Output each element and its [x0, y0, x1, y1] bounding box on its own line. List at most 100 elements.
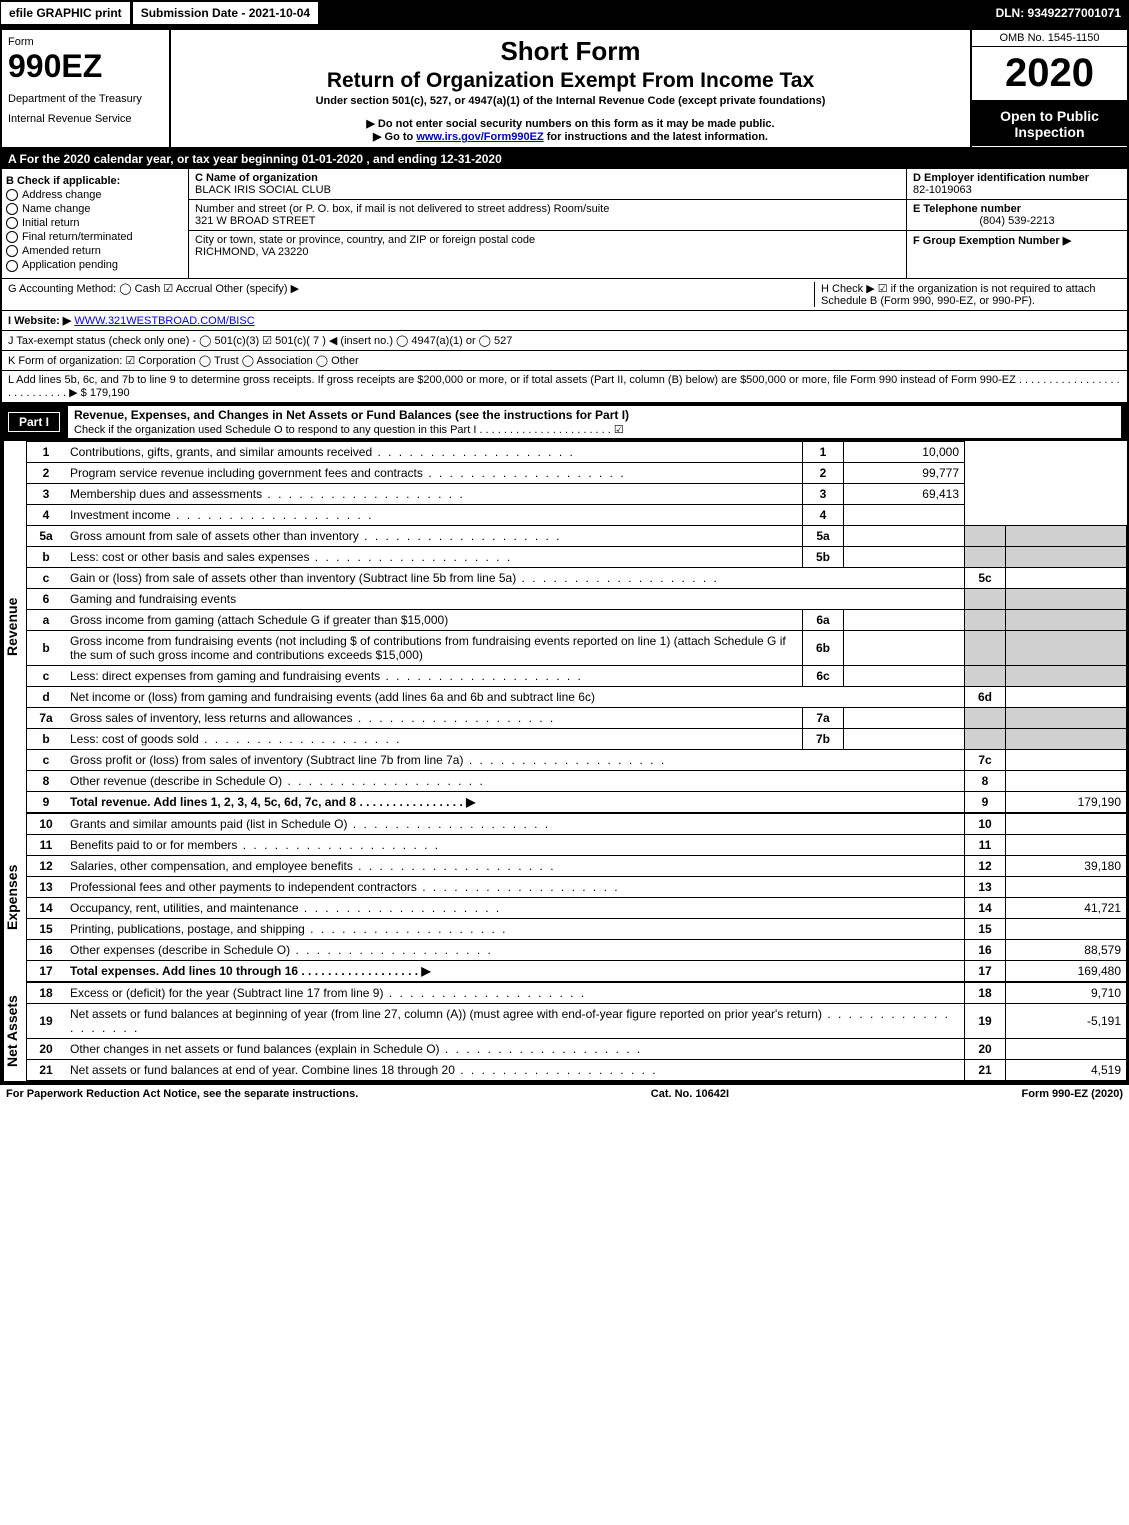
revenue-table: 1Contributions, gifts, grants, and simil… [26, 441, 1127, 813]
expenses-label: Expenses [2, 813, 26, 982]
opt-application-pending[interactable]: Application pending [6, 259, 184, 271]
footer-form-ref: Form 990-EZ (2020) [1022, 1088, 1123, 1100]
part-1-sub: Check if the organization used Schedule … [74, 424, 624, 436]
city-label: City or town, state or province, country… [195, 234, 535, 246]
net-assets-label: Net Assets [2, 982, 26, 1081]
box-def: D Employer identification number 82-1019… [906, 169, 1127, 278]
opt-initial-return[interactable]: Initial return [6, 217, 184, 229]
row-l-gross-receipts: L Add lines 5b, 6c, and 7b to line 9 to … [2, 371, 1127, 403]
line-6b: bGross income from fundraising events (n… [27, 630, 1127, 665]
line-13: 13Professional fees and other payments t… [27, 876, 1127, 897]
expenses-table: 10Grants and similar amounts paid (list … [26, 813, 1127, 982]
footer-left: For Paperwork Reduction Act Notice, see … [6, 1088, 358, 1100]
line-6a: aGross income from gaming (attach Schedu… [27, 609, 1127, 630]
line-17: 17Total expenses. Add lines 10 through 1… [27, 960, 1127, 981]
line-6d: dNet income or (loss) from gaming and fu… [27, 686, 1127, 707]
box-c-label: C Name of organization [195, 172, 318, 184]
dept-irs: Internal Revenue Service [8, 113, 163, 125]
goto-line: ▶ Go to www.irs.gov/Form990EZ for instru… [175, 130, 966, 143]
expenses-section: Expenses 10Grants and similar amounts pa… [2, 813, 1127, 982]
part-1-title: Revenue, Expenses, and Changes in Net As… [68, 406, 1121, 438]
submission-date: Submission Date - 2021-10-04 [131, 0, 320, 26]
org-city: RICHMOND, VA 23220 [195, 246, 309, 258]
goto-pre: ▶ Go to [373, 131, 416, 143]
short-form-title: Short Form [175, 36, 966, 67]
page-footer: For Paperwork Reduction Act Notice, see … [0, 1083, 1129, 1103]
line-3: 3Membership dues and assessments369,413 [27, 483, 1127, 504]
box-e: E Telephone number (804) 539-2213 [907, 200, 1127, 231]
net-assets-section: Net Assets 18Excess or (deficit) for the… [2, 982, 1127, 1081]
line-5a: 5aGross amount from sale of assets other… [27, 525, 1127, 546]
org-street: 321 W BROAD STREET [195, 215, 315, 227]
net-assets-table: 18Excess or (deficit) for the year (Subt… [26, 982, 1127, 1081]
opt-final-return[interactable]: Final return/terminated [6, 231, 184, 243]
group-exemption-label: F Group Exemption Number ▶ [913, 235, 1071, 247]
org-name-cell: C Name of organization BLACK IRIS SOCIAL… [189, 169, 906, 200]
opt-name-change[interactable]: Name change [6, 203, 184, 215]
form-number: 990EZ [8, 48, 163, 85]
line-8: 8Other revenue (describe in Schedule O)8 [27, 770, 1127, 791]
revenue-section: Revenue 1Contributions, gifts, grants, a… [2, 441, 1127, 813]
row-k-form-org: K Form of organization: ☑ Corporation ◯ … [2, 351, 1127, 371]
line-21: 21Net assets or fund balances at end of … [27, 1059, 1127, 1080]
ein-value: 82-1019063 [913, 184, 972, 196]
line-5b: bLess: cost or other basis and sales exp… [27, 546, 1127, 567]
return-title: Return of Organization Exempt From Incom… [175, 69, 966, 93]
line-6c: cLess: direct expenses from gaming and f… [27, 665, 1127, 686]
form-header: Form 990EZ Department of the Treasury In… [2, 30, 1127, 149]
line-7b: bLess: cost of goods sold7b [27, 728, 1127, 749]
website-label: I Website: ▶ [8, 315, 71, 327]
form-identity: Form 990EZ Department of the Treasury In… [2, 30, 171, 147]
line-5c: cGain or (loss) from sale of assets othe… [27, 567, 1127, 588]
line-20: 20Other changes in net assets or fund ba… [27, 1038, 1127, 1059]
tax-year: 2020 [972, 47, 1127, 102]
line-7c: cGross profit or (loss) from sales of in… [27, 749, 1127, 770]
org-address-cell: Number and street (or P. O. box, if mail… [189, 200, 906, 231]
addr-label: Number and street (or P. O. box, if mail… [195, 203, 609, 215]
dept-treasury: Department of the Treasury [8, 93, 163, 105]
row-h-schedule-b: H Check ▶ ☑ if the organization is not r… [814, 282, 1121, 307]
line-7a: 7aGross sales of inventory, less returns… [27, 707, 1127, 728]
subtitle: Under section 501(c), 527, or 4947(a)(1)… [175, 95, 966, 107]
ssn-warning: ▶ Do not enter social security numbers o… [175, 117, 966, 130]
box-d: D Employer identification number 82-1019… [907, 169, 1127, 200]
dln-number: DLN: 93492277001071 [988, 2, 1129, 24]
org-name: BLACK IRIS SOCIAL CLUB [195, 184, 331, 196]
opt-address-change[interactable]: Address change [6, 189, 184, 201]
row-a-period: A For the 2020 calendar year, or tax yea… [2, 149, 1127, 169]
part-1-header: Part I Revenue, Expenses, and Changes in… [2, 403, 1127, 441]
opt-amended-return[interactable]: Amended return [6, 245, 184, 257]
phone-label: E Telephone number [913, 203, 1021, 215]
website-link[interactable]: WWW.321WESTBROAD.COM/BISC [74, 315, 254, 327]
phone-value: (804) 539-2213 [913, 215, 1121, 227]
line-4: 4Investment income4 [27, 504, 1127, 525]
box-c: C Name of organization BLACK IRIS SOCIAL… [189, 169, 906, 278]
row-i-website: I Website: ▶ WWW.321WESTBROAD.COM/BISC [2, 311, 1127, 331]
omb-number: OMB No. 1545-1150 [972, 30, 1127, 47]
top-bar: efile GRAPHIC print Submission Date - 20… [0, 0, 1129, 28]
header-right: OMB No. 1545-1150 2020 Open to Public In… [970, 30, 1127, 147]
line-9: 9Total revenue. Add lines 1, 2, 3, 4, 5c… [27, 791, 1127, 812]
row-g-accounting: G Accounting Method: ◯ Cash ☑ Accrual Ot… [8, 282, 814, 307]
line-1: 1Contributions, gifts, grants, and simil… [27, 441, 1127, 462]
open-to-public: Open to Public Inspection [972, 102, 1127, 146]
header-title-block: Short Form Return of Organization Exempt… [171, 30, 970, 147]
line-6: 6Gaming and fundraising events [27, 588, 1127, 609]
line-15: 15Printing, publications, postage, and s… [27, 918, 1127, 939]
line-18: 18Excess or (deficit) for the year (Subt… [27, 982, 1127, 1003]
footer-cat-no: Cat. No. 10642I [651, 1088, 729, 1100]
irs-link[interactable]: www.irs.gov/Form990EZ [416, 131, 543, 143]
box-f: F Group Exemption Number ▶ [907, 231, 1127, 250]
form-990ez: Form 990EZ Department of the Treasury In… [0, 28, 1129, 1083]
goto-post: for instructions and the latest informat… [544, 131, 768, 143]
line-16: 16Other expenses (describe in Schedule O… [27, 939, 1127, 960]
line-14: 14Occupancy, rent, utilities, and mainte… [27, 897, 1127, 918]
meta-rows: G Accounting Method: ◯ Cash ☑ Accrual Ot… [2, 279, 1127, 403]
part-1-label: Part I [8, 412, 60, 432]
row-j-tax-exempt: J Tax-exempt status (check only one) - ◯… [2, 331, 1127, 351]
ein-label: D Employer identification number [913, 172, 1089, 184]
line-10: 10Grants and similar amounts paid (list … [27, 813, 1127, 834]
box-b: B Check if applicable: Address change Na… [2, 169, 189, 278]
box-b-title: B Check if applicable: [6, 175, 184, 187]
efile-print-button[interactable]: efile GRAPHIC print [0, 1, 131, 25]
